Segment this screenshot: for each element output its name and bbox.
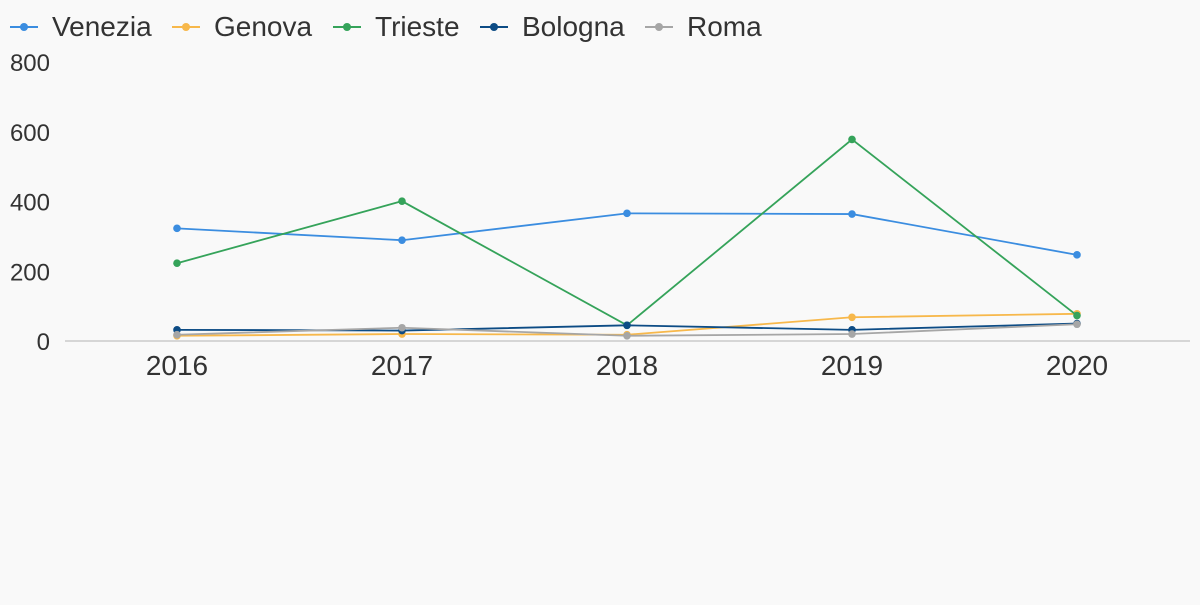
data-point[interactable] (1073, 320, 1081, 329)
y-tick-label: 400 (10, 190, 50, 217)
data-point[interactable] (848, 210, 856, 218)
legend-item-roma[interactable]: Roma (645, 11, 762, 42)
legend-swatch-marker (20, 23, 28, 31)
x-tick-label: 2017 (371, 350, 433, 381)
series-line (176, 212, 1078, 256)
legend-label: Venezia (52, 11, 152, 42)
legend-item-bologna[interactable]: Bologna (480, 11, 625, 42)
legend-label: Bologna (522, 11, 625, 42)
chart-legend: Venezia Genova Trieste Bologna Roma (10, 11, 762, 42)
data-point[interactable] (173, 330, 181, 339)
data-point[interactable] (623, 321, 631, 330)
data-point[interactable] (1073, 311, 1081, 320)
plot-area (173, 135, 1081, 340)
data-point[interactable] (398, 323, 406, 332)
y-tick-label: 600 (10, 120, 50, 147)
x-tick-label: 2018 (596, 350, 658, 381)
data-point[interactable] (848, 313, 856, 322)
legend-swatch-marker (343, 23, 351, 31)
legend-item-genova[interactable]: Genova (172, 11, 312, 42)
y-tick-label: 0 (37, 329, 50, 356)
data-point[interactable] (173, 259, 181, 268)
legend-swatch-marker (490, 23, 498, 31)
data-point[interactable] (848, 135, 856, 144)
x-tick-label: 2019 (821, 350, 883, 381)
legend-label: Genova (214, 11, 312, 42)
legend-label: Trieste (375, 11, 460, 42)
x-tick-label: 2016 (146, 350, 208, 381)
y-tick-label: 800 (10, 50, 50, 77)
y-tick-label: 200 (10, 259, 50, 286)
y-axis: 0 200 400 600 800 (10, 50, 50, 356)
data-point[interactable] (848, 330, 856, 338)
series-line (176, 138, 1078, 327)
legend-label: Roma (687, 11, 762, 42)
series-roma (173, 320, 1081, 340)
series-venezia (173, 209, 1081, 259)
data-point[interactable] (173, 224, 181, 233)
legend-swatch-marker (655, 23, 663, 31)
data-point[interactable] (623, 209, 631, 218)
x-axis: 2016 2017 2018 2019 2020 (65, 340, 1190, 381)
data-point[interactable] (1073, 251, 1081, 259)
legend-swatch-marker (182, 23, 190, 31)
series-trieste (173, 135, 1081, 330)
x-tick-label: 2020 (1046, 350, 1108, 381)
data-point[interactable] (398, 197, 406, 205)
data-point[interactable] (623, 331, 631, 340)
legend-item-trieste[interactable]: Trieste (333, 11, 460, 42)
data-point[interactable] (398, 236, 406, 245)
legend-item-venezia[interactable]: Venezia (10, 11, 152, 42)
